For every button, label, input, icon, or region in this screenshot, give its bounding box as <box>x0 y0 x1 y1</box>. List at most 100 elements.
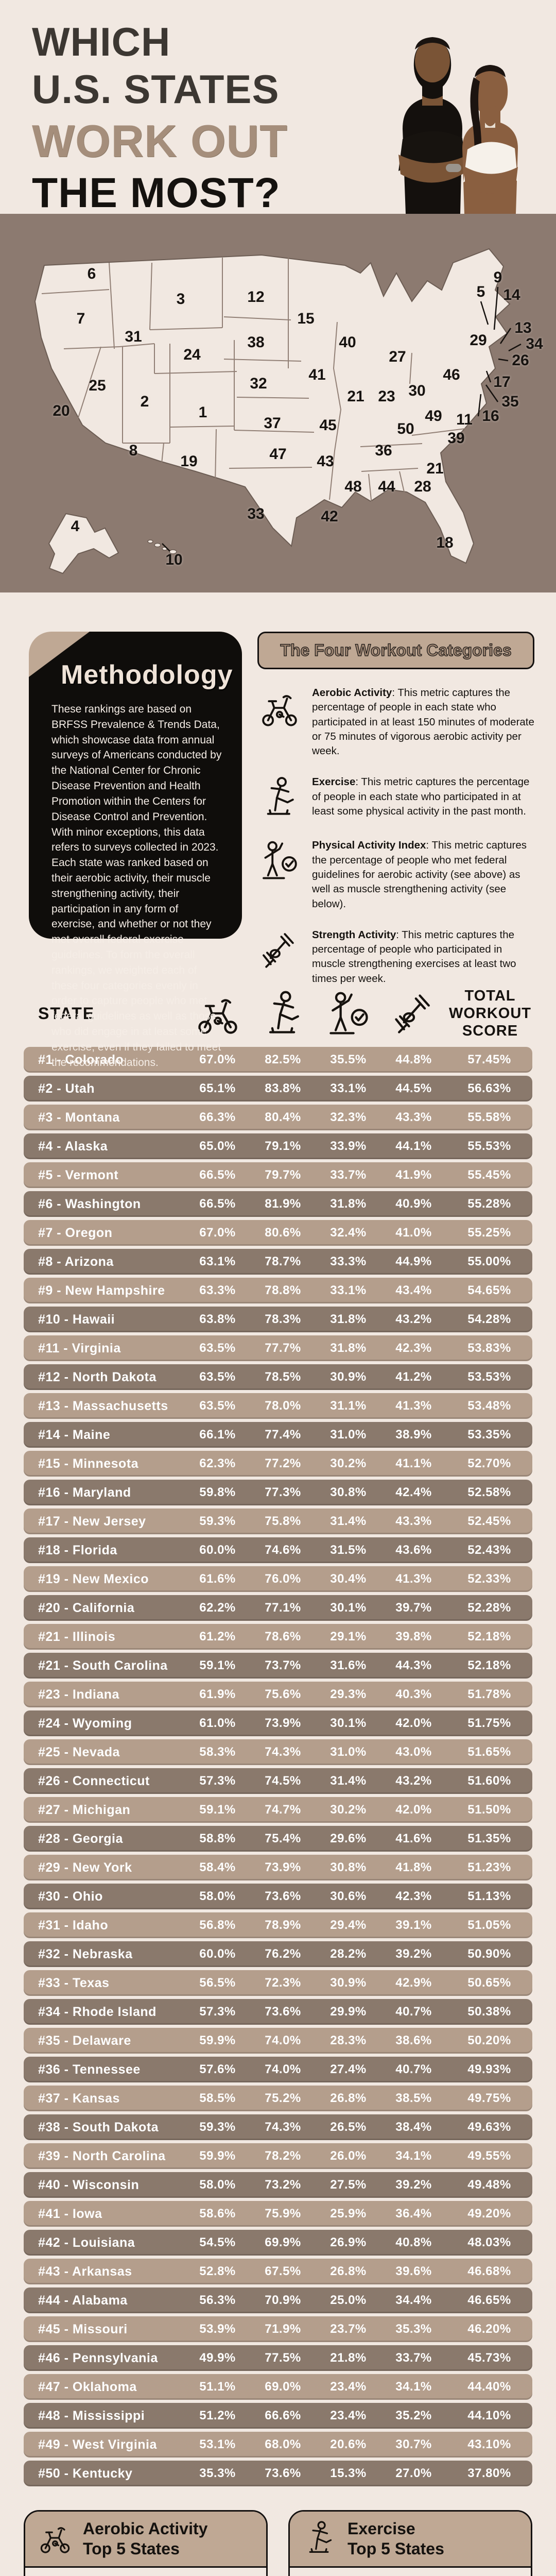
top5-card-header: Aerobic Activity Top 5 States <box>25 2512 266 2568</box>
table-row: #26 - Connecticut 57.3% 74.5% 31.4% 43.2% 51.… <box>24 1768 532 1794</box>
row-state-label: #41 - Iowa <box>38 2206 102 2221</box>
row-value: 29.3% <box>330 1687 367 1701</box>
row-state-label: #12 - North Dakota <box>38 1369 157 1384</box>
table-row: #29 - New York 58.4% 73.9% 30.8% 41.8% 51.23% <box>24 1855 532 1880</box>
check-activity-icon <box>257 838 302 885</box>
row-value: 52.18% <box>467 1658 511 1672</box>
row-value: 35.3% <box>199 2466 236 2480</box>
aerobic-column-icon <box>193 989 242 1038</box>
row-value: 48.03% <box>467 2235 511 2249</box>
row-state-label: #38 - South Dakota <box>38 2120 159 2134</box>
map-pointer-line <box>480 301 489 325</box>
row-value: 31.8% <box>330 1197 367 1211</box>
row-value: 49.9% <box>199 2351 236 2365</box>
row-value: 63.1% <box>199 1255 236 1268</box>
row-value: 31.4% <box>330 1514 367 1528</box>
table-row: #41 - Iowa 58.6% 75.9% 25.9% 36.4% 49.20% <box>24 2201 532 2227</box>
row-value: 77.4% <box>265 1428 301 1442</box>
map-rank-label: 50 <box>397 420 414 437</box>
exercise-bike-icon <box>262 695 297 726</box>
exercise-bike-icon <box>257 686 302 733</box>
row-value: 49.20% <box>467 2207 511 2221</box>
row-state-label: #11 - Virginia <box>38 1341 121 1355</box>
row-value: 70.9% <box>265 2293 301 2307</box>
row-value: 53.53% <box>467 1370 511 1384</box>
table-row: #42 - Louisiana 54.5% 69.9% 26.9% 40.8% 48.03… <box>24 2230 532 2256</box>
row-value: 73.6% <box>265 2005 301 2019</box>
row-value: 33.9% <box>330 1139 367 1153</box>
row-value: 35.3% <box>395 2322 432 2336</box>
row-value: 63.8% <box>199 1312 236 1326</box>
map-rank-label: 17 <box>493 374 511 391</box>
row-state-label: #8 - Arizona <box>38 1254 114 1269</box>
map-rank-label: 24 <box>183 346 201 363</box>
row-value: 42.9% <box>395 1976 432 1990</box>
exercise-bike-icon <box>198 999 237 1034</box>
row-value: 26.0% <box>330 2149 367 2163</box>
row-value: 31.4% <box>330 1774 367 1788</box>
table-row: #27 - Michigan 59.1% 74.7% 30.2% 42.0% 51.50% <box>24 1797 532 1823</box>
table-row: #3 - Montana 66.3% 80.4% 32.3% 43.3% 55.58% <box>24 1105 532 1130</box>
page-title: WHICH U.S. STATES WORK OUT THE MOST? <box>32 22 288 214</box>
row-value: 42.0% <box>395 1716 432 1730</box>
row-value: 36.4% <box>395 2207 432 2221</box>
row-value: 83.8% <box>265 1081 301 1095</box>
row-value: 51.13% <box>467 1889 511 1903</box>
row-value: 37.80% <box>467 2466 511 2480</box>
row-value: 63.3% <box>199 1283 236 1297</box>
row-value: 51.35% <box>467 1832 511 1845</box>
row-value: 58.8% <box>199 1832 236 1845</box>
row-value: 78.8% <box>265 1283 301 1297</box>
map-pointer-line <box>508 343 522 352</box>
row-value: 38.4% <box>395 2120 432 2134</box>
row-value: 40.3% <box>395 1687 432 1701</box>
row-value: 59.3% <box>199 1514 236 1528</box>
dumbbell-icon <box>263 933 294 968</box>
row-value: 29.9% <box>330 2005 367 2019</box>
row-value: 58.3% <box>199 1745 236 1759</box>
row-value: 26.5% <box>330 2120 367 2134</box>
title-line-4: THE MOST? <box>32 170 281 216</box>
table-row: #1 - Colorado 67.0% 82.5% 35.5% 44.8% 57.45% <box>24 1047 532 1073</box>
row-value: 53.1% <box>199 2437 236 2451</box>
row-value: 76.2% <box>265 1947 301 1961</box>
row-value: 51.50% <box>467 1803 511 1817</box>
row-value: 78.0% <box>265 1399 301 1413</box>
map-rank-label: 21 <box>426 460 444 477</box>
map-pointer-line <box>499 328 512 344</box>
row-value: 45.73% <box>467 2351 511 2365</box>
row-value: 66.5% <box>199 1197 236 1211</box>
row-value: 33.3% <box>330 1255 367 1268</box>
map-rank-label: 6 <box>87 265 96 282</box>
row-value: 52.8% <box>199 2264 236 2278</box>
row-value: 42.4% <box>395 1485 432 1499</box>
row-value: 34.4% <box>395 2293 432 2307</box>
map-rank-label: 2 <box>140 393 149 410</box>
row-value: 66.3% <box>199 1110 236 1124</box>
row-value: 39.1% <box>395 1918 432 1932</box>
row-value: 29.6% <box>330 1832 367 1845</box>
row-value: 53.35% <box>467 1428 511 1442</box>
row-value: 43.4% <box>395 1283 432 1297</box>
methodology-title: Methodology <box>61 660 233 690</box>
row-state-label: #5 - Vermont <box>38 1167 119 1182</box>
row-value: 67.0% <box>199 1053 236 1066</box>
row-value: 59.1% <box>199 1658 236 1672</box>
row-value: 26.8% <box>330 2264 367 2278</box>
row-value: 78.7% <box>265 1255 301 1268</box>
row-value: 74.6% <box>265 1543 301 1557</box>
row-state-label: #14 - Maine <box>38 1427 111 1442</box>
row-value: 43.2% <box>395 1312 432 1326</box>
row-value: 61.2% <box>199 1630 236 1643</box>
map-rank-label: 26 <box>512 352 529 369</box>
map-rank-label: 35 <box>501 393 519 410</box>
check-activity-icon <box>329 992 368 1035</box>
row-state-label: #28 - Georgia <box>38 1831 123 1846</box>
table-row: #50 - Kentucky 35.3% 73.6% 15.3% 27.0% 37.80% <box>24 2461 532 2486</box>
table-row: #38 - South Dakota 59.3% 74.3% 26.5% 38.4% 49… <box>24 2114 532 2140</box>
table-row: #15 - Minnesota 62.3% 77.2% 30.2% 41.1% 52.70… <box>24 1451 532 1477</box>
map-rank-label: 27 <box>389 348 406 365</box>
athletes-illustration <box>398 37 518 214</box>
category-description: Exercise: This metric captures the perce… <box>312 776 530 817</box>
row-state-label: #10 - Hawaii <box>38 1312 115 1327</box>
